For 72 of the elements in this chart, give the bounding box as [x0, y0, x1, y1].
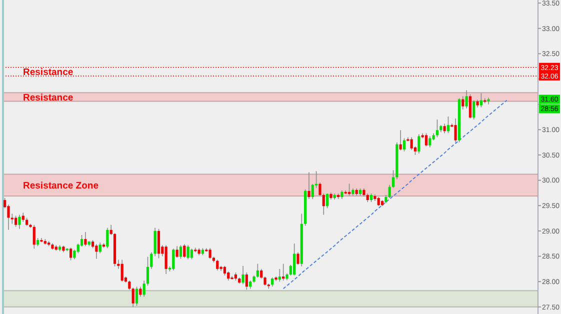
candlestick — [176, 246, 178, 258]
candlestick — [154, 228, 156, 257]
candlestick — [80, 234, 84, 248]
candlestick — [227, 271, 230, 281]
candlestick — [264, 276, 266, 286]
candlestick — [348, 183, 351, 196]
candlestick — [454, 118, 457, 143]
candlestick — [183, 244, 186, 258]
line-series — [282, 100, 508, 290]
candlestick — [128, 280, 131, 290]
candlestick — [326, 193, 329, 209]
candlestick — [106, 228, 109, 249]
candlestick — [132, 287, 134, 308]
candlestick — [157, 228, 160, 259]
candlestick — [120, 259, 124, 282]
candlestick — [418, 134, 420, 154]
candlestick — [256, 263, 259, 278]
candlestick — [146, 256, 150, 286]
candlestick — [377, 196, 380, 207]
candlestick — [76, 243, 80, 254]
candlestick — [98, 242, 102, 254]
candlestick — [410, 136, 413, 150]
candlestick — [428, 136, 432, 148]
candlestick — [95, 244, 98, 260]
candlestick — [22, 212, 24, 222]
candlestick — [443, 123, 446, 134]
candlestick — [142, 280, 146, 298]
candlestick — [282, 263, 285, 281]
candlestick — [424, 132, 428, 147]
candlestick — [388, 184, 391, 198]
candlestick — [14, 215, 18, 228]
candlestick — [216, 259, 219, 271]
candlestick — [150, 252, 153, 270]
candlestick — [293, 243, 296, 276]
candlestick — [465, 90, 468, 109]
candlestick — [480, 92, 482, 108]
annotation: Resistance — [23, 66, 74, 78]
band-label: Resistance Zone — [23, 180, 98, 192]
candlestick — [190, 248, 194, 260]
candlestick — [7, 204, 10, 230]
candlestick — [468, 94, 472, 119]
candlestick — [10, 213, 14, 224]
candlestick — [402, 138, 406, 152]
candlestick — [135, 286, 138, 306]
candlestick — [311, 183, 314, 200]
candlestick — [84, 232, 87, 247]
candlestick — [271, 277, 274, 288]
candlestick — [242, 265, 244, 285]
candlestick — [139, 286, 142, 298]
candlestick — [164, 244, 168, 274]
candlestick — [436, 119, 439, 138]
candlestick — [208, 248, 212, 260]
band-label: Resistance — [23, 92, 74, 104]
candlestick — [446, 116, 450, 134]
candlestick — [69, 247, 72, 261]
candlestick — [462, 96, 464, 110]
candlestick — [179, 244, 182, 260]
candlestick — [260, 268, 263, 279]
candlestick — [487, 97, 490, 105]
candlestick — [186, 244, 190, 260]
candlestick — [296, 252, 300, 266]
candlestick — [18, 214, 21, 230]
candlestick — [472, 100, 476, 120]
candlestick — [308, 172, 310, 200]
candlestick — [32, 224, 36, 250]
candlestick — [399, 130, 402, 151]
candlestick — [223, 265, 226, 276]
candlestick — [392, 170, 395, 188]
candlestick — [245, 272, 248, 290]
candlestick — [172, 248, 175, 271]
candlestick — [278, 268, 281, 282]
candlestick — [110, 224, 112, 236]
